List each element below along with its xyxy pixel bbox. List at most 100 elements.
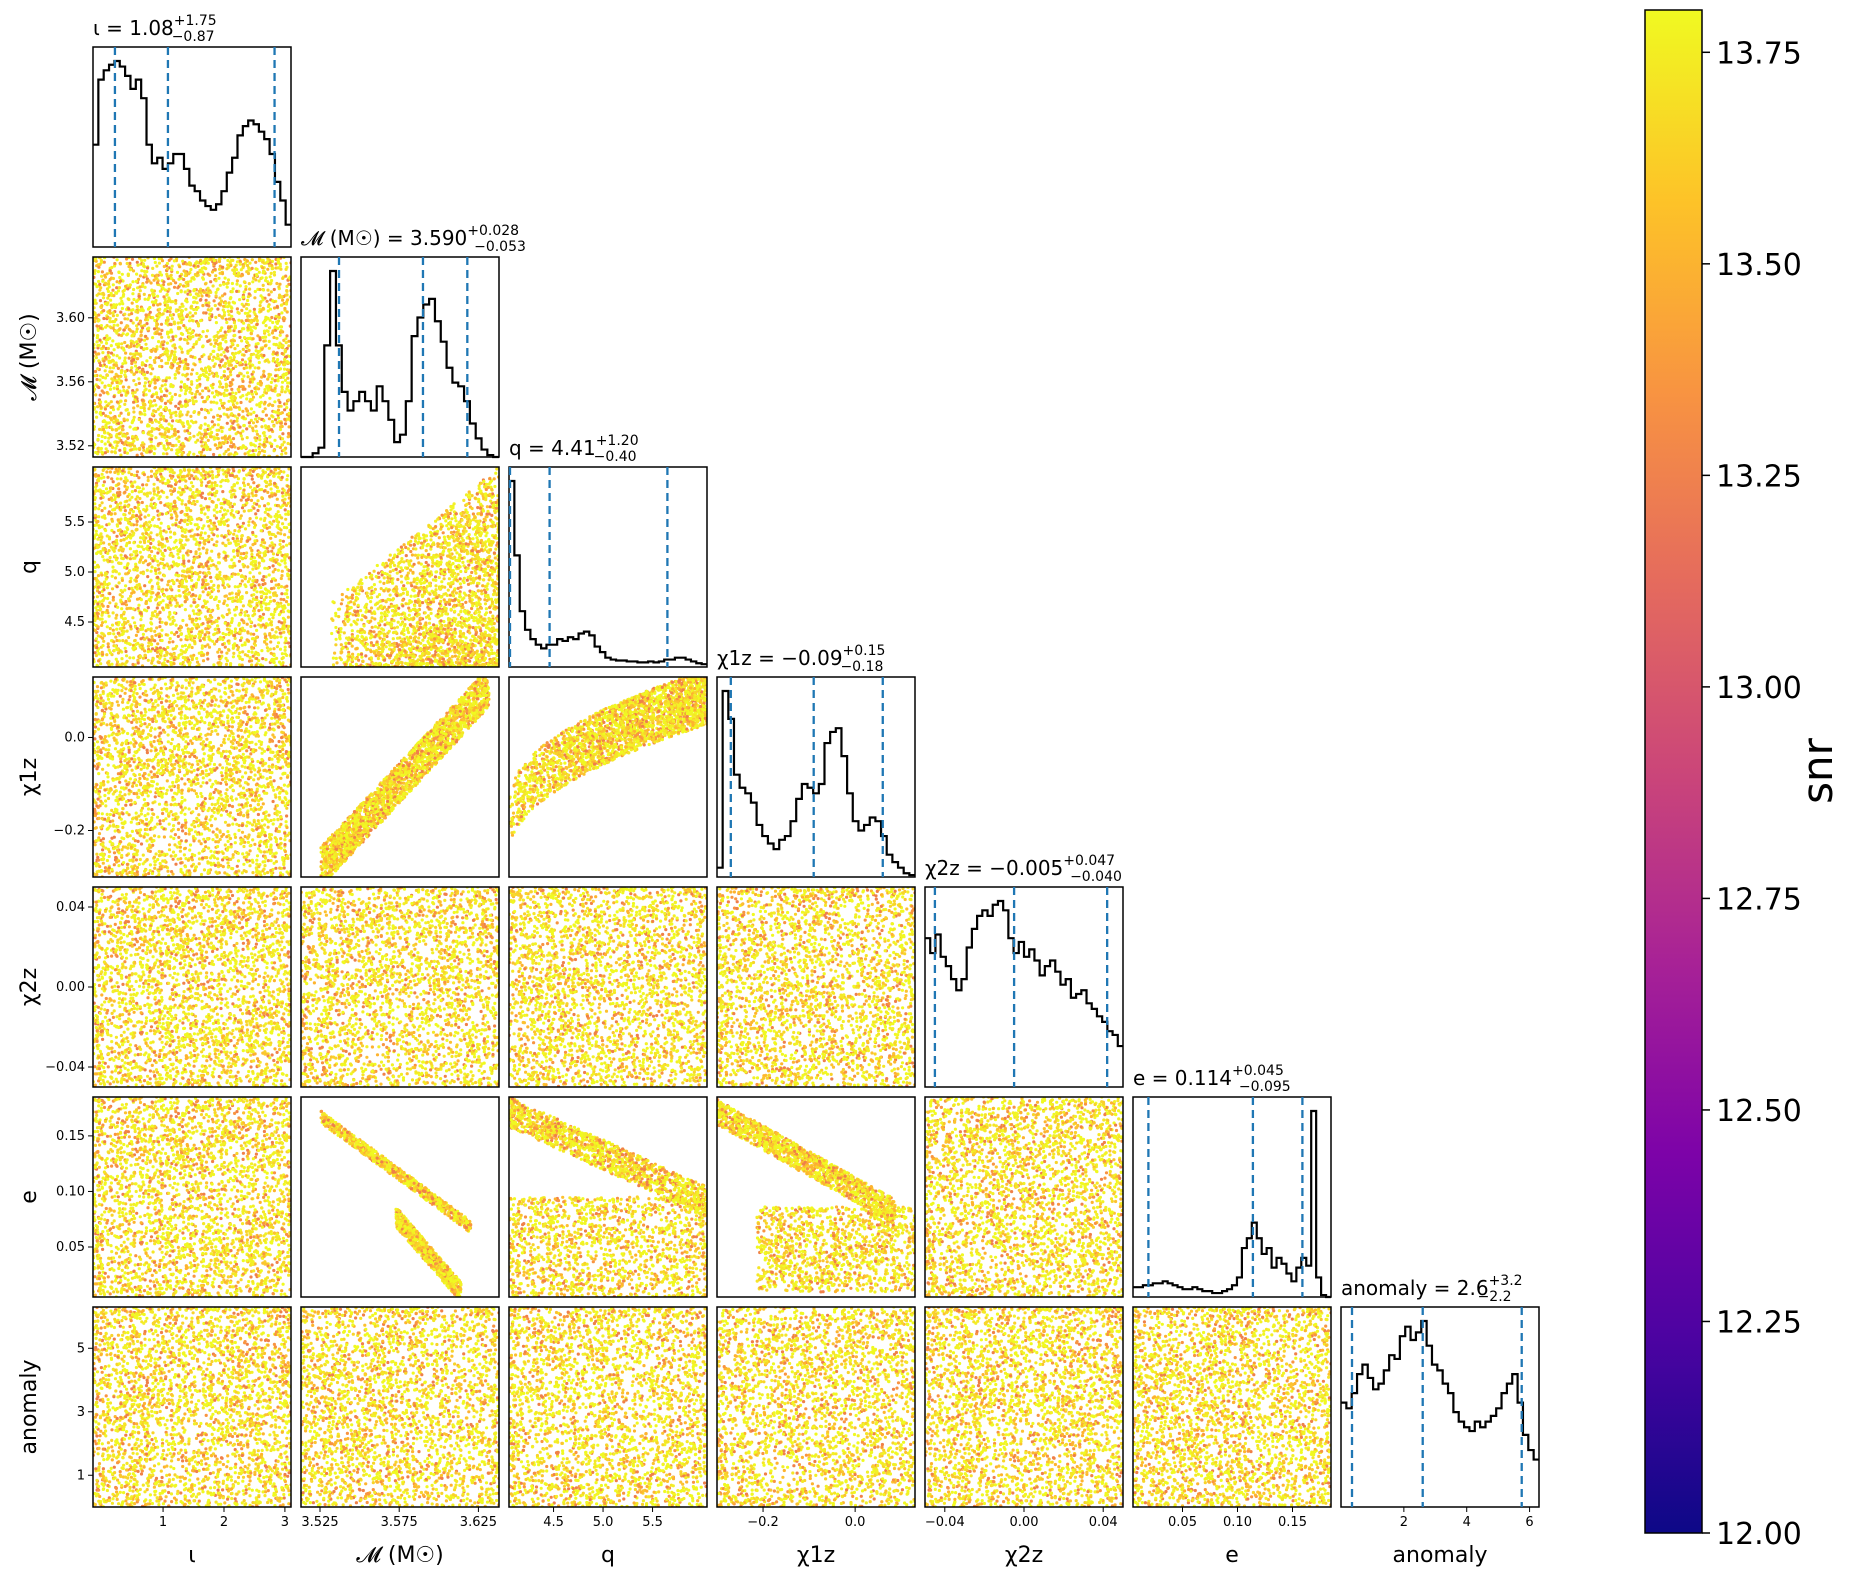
scatter-point bbox=[116, 324, 119, 327]
scatter-point bbox=[94, 629, 97, 632]
scatter-point bbox=[121, 662, 124, 665]
scatter-point bbox=[255, 590, 258, 593]
scatter-point bbox=[104, 369, 107, 372]
scatter-point bbox=[230, 339, 233, 342]
scatter-point bbox=[269, 640, 272, 643]
scatter-point bbox=[169, 601, 172, 604]
scatter-point bbox=[213, 423, 216, 426]
scatter-point bbox=[117, 518, 120, 521]
scatter-point bbox=[170, 427, 173, 430]
scatter-point bbox=[170, 330, 173, 333]
scatter-point bbox=[263, 319, 266, 322]
scatter-point bbox=[285, 372, 288, 375]
scatter-point bbox=[159, 425, 162, 428]
scatter-point bbox=[136, 311, 139, 314]
scatter-point bbox=[210, 580, 213, 583]
scatter-point bbox=[96, 367, 99, 370]
scatter-point bbox=[126, 630, 129, 633]
scatter-point bbox=[150, 570, 153, 573]
scatter-point bbox=[268, 340, 271, 343]
scatter-point bbox=[258, 443, 261, 446]
scatter-point bbox=[158, 397, 161, 400]
scatter-point bbox=[238, 560, 241, 563]
scatter-point bbox=[175, 419, 178, 422]
scatter-point bbox=[99, 327, 102, 330]
scatter-point bbox=[153, 493, 156, 496]
scatter-point bbox=[222, 305, 225, 308]
scatter-point bbox=[107, 440, 110, 443]
scatter-point bbox=[250, 390, 253, 393]
hist-frame-iota bbox=[93, 47, 291, 247]
scatter-point bbox=[238, 526, 241, 529]
scatter-point bbox=[103, 274, 106, 277]
scatter-point bbox=[204, 258, 207, 261]
scatter-point bbox=[225, 663, 228, 666]
scatter-point bbox=[165, 293, 168, 296]
title-lower: −0.87 bbox=[172, 29, 215, 45]
scatter-point bbox=[145, 483, 148, 486]
scatter-point bbox=[242, 264, 245, 267]
scatter-point bbox=[226, 259, 229, 262]
scatter-point bbox=[226, 604, 229, 607]
scatter-point bbox=[261, 559, 264, 562]
panel-title-iota: ι = 1.08+1.75−0.87 bbox=[93, 13, 217, 45]
scatter-point bbox=[189, 388, 192, 391]
scatter-point bbox=[166, 562, 169, 565]
scatter-point bbox=[198, 269, 201, 272]
scatter-point bbox=[194, 393, 197, 396]
scatter-point bbox=[140, 598, 143, 601]
scatter-point bbox=[275, 657, 278, 660]
scatter-point bbox=[206, 516, 209, 519]
scatter-point bbox=[104, 414, 107, 417]
scatter-point bbox=[268, 403, 271, 406]
scatter-point bbox=[185, 506, 188, 509]
scatter-point bbox=[237, 589, 240, 592]
scatter-point bbox=[99, 394, 102, 397]
scatter-point bbox=[136, 388, 139, 391]
scatter-point bbox=[148, 581, 151, 584]
scatter-point bbox=[188, 451, 191, 454]
scatter-point bbox=[281, 437, 284, 440]
scatter-point bbox=[197, 411, 200, 414]
scatter-point bbox=[222, 551, 225, 554]
scatter-point bbox=[272, 475, 275, 478]
scatter-point bbox=[182, 528, 185, 531]
scatter-point bbox=[179, 317, 182, 320]
scatter-point bbox=[189, 262, 192, 265]
scatter-point bbox=[129, 625, 132, 628]
scatter-point bbox=[124, 584, 127, 587]
scatter-point bbox=[196, 390, 199, 393]
scatter-point bbox=[101, 644, 104, 647]
scatter-point bbox=[261, 449, 264, 452]
scatter-point bbox=[267, 425, 270, 428]
scatter-point bbox=[225, 357, 228, 360]
scatter-point bbox=[163, 658, 166, 661]
scatter-point bbox=[247, 483, 250, 486]
scatter-point bbox=[261, 276, 264, 279]
scatter-point bbox=[244, 360, 247, 363]
scatter-point bbox=[167, 336, 170, 339]
scatter-point bbox=[209, 435, 212, 438]
scatter-point bbox=[165, 419, 168, 422]
scatter-point bbox=[257, 618, 260, 621]
scatter-point bbox=[278, 362, 281, 365]
scatter-point bbox=[222, 521, 225, 524]
scatter-point bbox=[287, 442, 290, 445]
scatter-point bbox=[110, 434, 113, 437]
scatter-point bbox=[281, 388, 284, 391]
title-upper: +0.028 bbox=[467, 223, 519, 239]
scatter-point bbox=[252, 470, 255, 473]
scatter-point bbox=[161, 562, 164, 565]
scatter-point bbox=[112, 480, 115, 483]
scatter-point bbox=[272, 564, 275, 567]
scatter-point bbox=[286, 474, 289, 477]
scatter-point bbox=[236, 307, 239, 310]
scatter-point bbox=[274, 368, 277, 371]
scatter-point bbox=[114, 330, 117, 333]
scatter-point bbox=[172, 581, 175, 584]
scatter-point bbox=[204, 282, 207, 285]
scatter-point bbox=[241, 627, 244, 630]
scatter-point bbox=[198, 548, 201, 551]
scatter-point bbox=[125, 500, 128, 503]
scatter-point bbox=[115, 614, 118, 617]
